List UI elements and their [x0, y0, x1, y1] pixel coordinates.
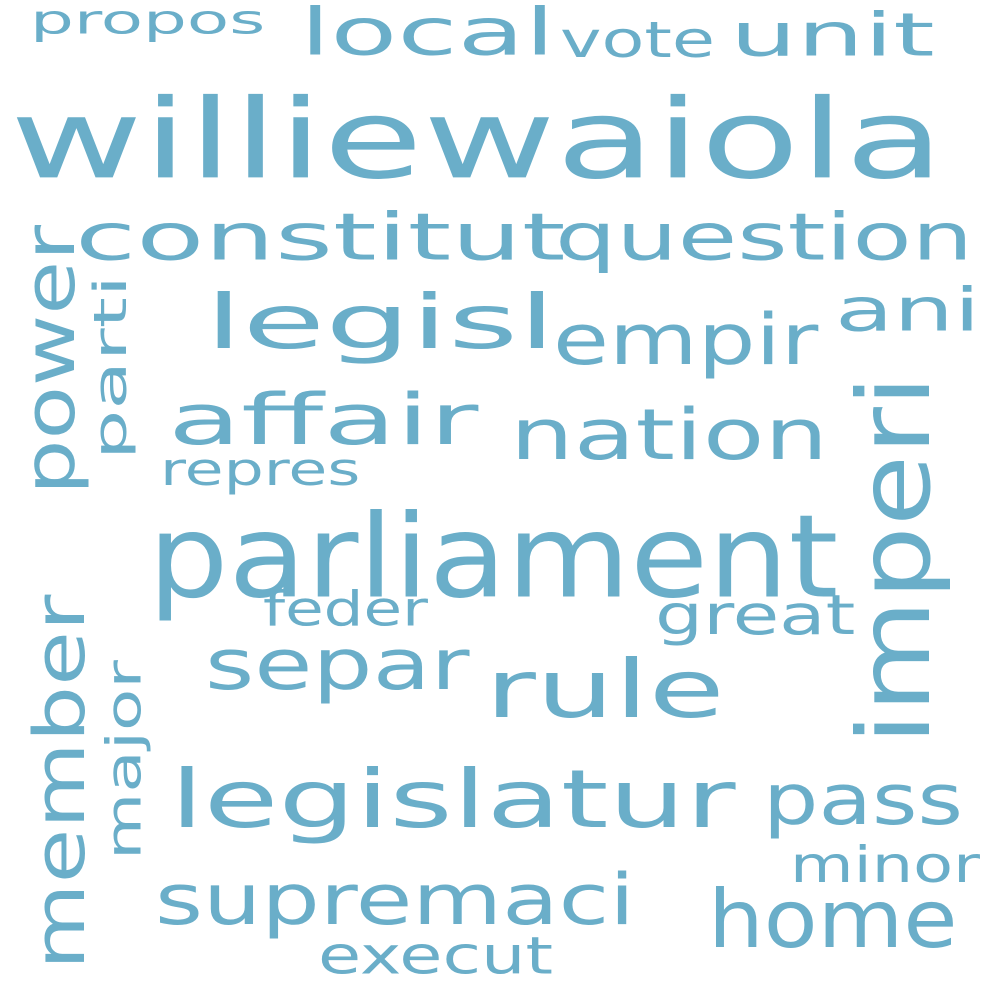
word-supremaci: supremaci [155, 858, 635, 941]
word-legisl: legisl [205, 278, 556, 366]
word-local: local [300, 0, 556, 71]
word-parliament: parliament [148, 489, 839, 625]
word-question: question [555, 199, 974, 276]
word-pass: pass [763, 758, 963, 841]
word-minor: minor [790, 835, 980, 894]
word-empir: empir [553, 298, 819, 381]
word-member: member [18, 594, 101, 970]
word-home: home [708, 872, 958, 967]
word-rule: rule [485, 642, 725, 737]
word-nation: nation [510, 393, 829, 476]
word-major: major [95, 660, 152, 860]
word-propos: propos [30, 0, 266, 44]
word-unit: unit [730, 0, 935, 70]
word-imperi: imperi [836, 374, 953, 745]
word-separ: separ [205, 623, 470, 706]
word-power: power [8, 224, 91, 495]
word-great: great [655, 583, 856, 648]
word-constitut: constitut [75, 199, 566, 276]
word-legislatur: legislatur [170, 752, 736, 847]
word-affair: affair [168, 378, 479, 461]
word-ani: ani [835, 274, 981, 345]
word-repres: repres [160, 442, 361, 496]
word-williewaiola: williewaiola [10, 75, 945, 204]
word-parti: parti [83, 275, 137, 460]
word-vote: vote [560, 10, 716, 69]
word-execut: execut [318, 925, 553, 987]
word-feder: feder [263, 580, 428, 637]
